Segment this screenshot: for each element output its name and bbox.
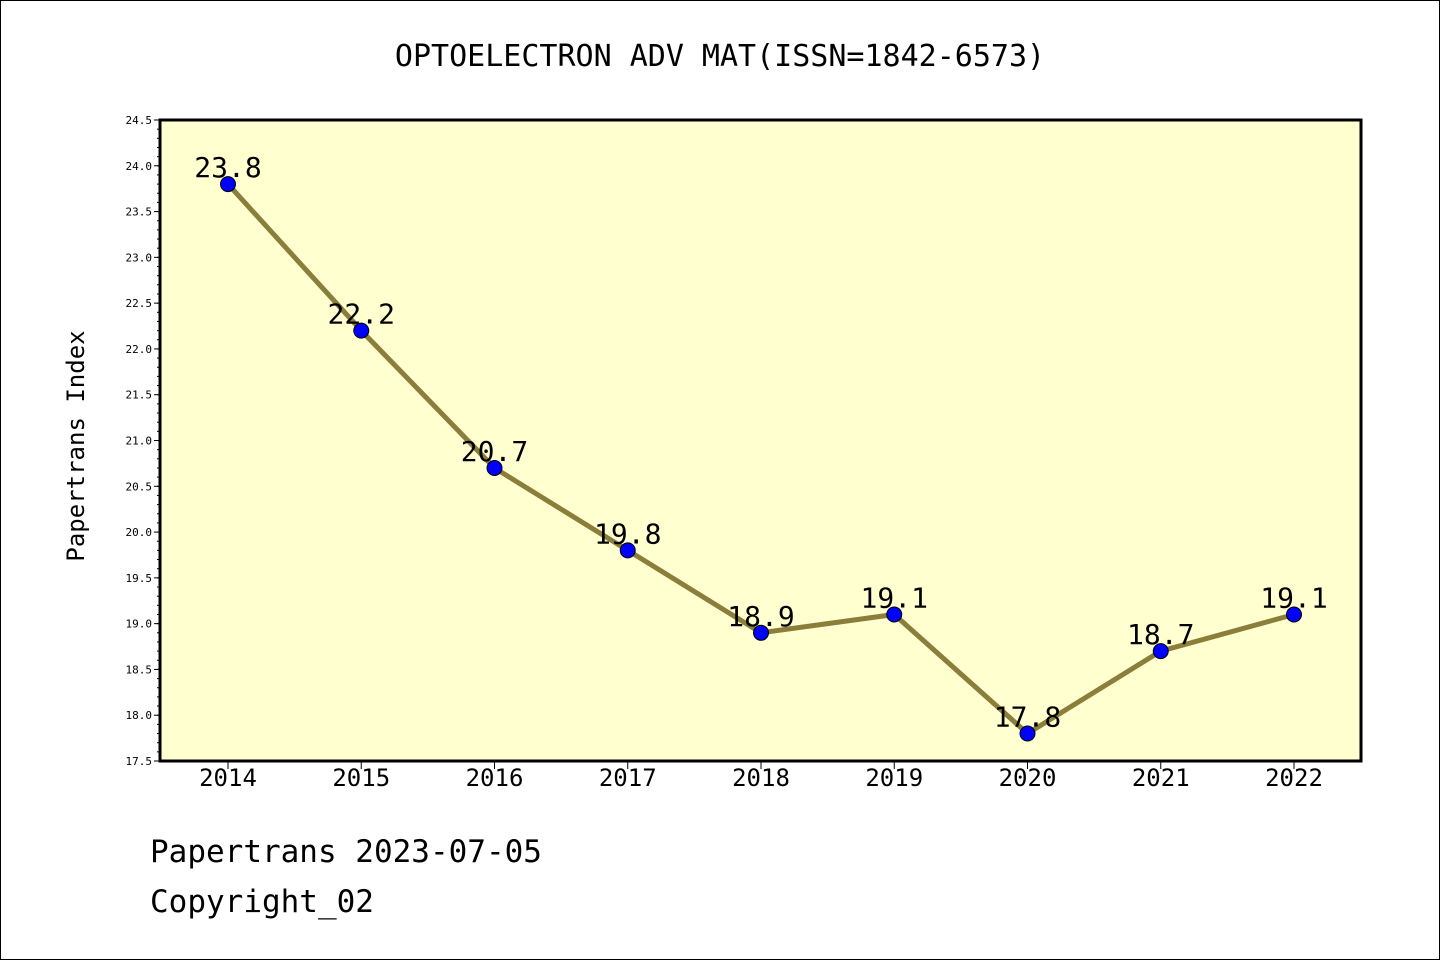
y-tick-label: 18.0 <box>126 709 153 722</box>
y-tick-label: 23.0 <box>126 251 153 264</box>
data-points <box>220 176 1302 742</box>
x-tick-label: 2014 <box>199 764 257 792</box>
x-tick-label: 2016 <box>466 764 524 792</box>
x-tick-label: 2019 <box>865 764 923 792</box>
data-point <box>220 176 236 193</box>
y-axis-label: Papertrans Index <box>62 330 90 561</box>
data-label: 20.7 <box>461 435 528 468</box>
y-tick-label: 19.5 <box>126 572 153 585</box>
data-point <box>1286 606 1302 623</box>
y-tick-label: 20.0 <box>126 526 153 539</box>
x-tick-label: 2022 <box>1265 764 1323 792</box>
x-axis: 2014 2015 2016 2017 2018 2019 2020 2021 2022 <box>199 761 1323 792</box>
data-point <box>486 459 503 476</box>
y-tick-label: 17.5 <box>126 755 153 768</box>
x-tick-label: 2018 <box>732 764 790 792</box>
y-tick-label: 22.5 <box>126 297 153 310</box>
data-point <box>353 322 370 339</box>
data-labels: 23.8 22.2 20.7 19.8 18.9 19.1 17.8 18.7 19.1 <box>194 151 1327 733</box>
plot-area <box>160 120 1361 761</box>
data-point <box>619 542 636 559</box>
data-point <box>1019 725 1036 742</box>
data-label: 19.1 <box>861 581 928 614</box>
data-point <box>753 624 769 641</box>
plot-border <box>158 118 1363 763</box>
data-label: 19.1 <box>1260 581 1327 614</box>
data-point <box>886 606 903 623</box>
data-label: 17.8 <box>994 701 1061 734</box>
data-label: 23.8 <box>194 151 261 184</box>
data-label: 18.7 <box>1127 618 1194 651</box>
y-tick-label: 21.0 <box>126 435 153 448</box>
y-tick-label: 24.5 <box>126 114 153 127</box>
y-tick-label: 20.5 <box>126 480 153 493</box>
y-tick-label: 18.5 <box>126 663 153 676</box>
x-tick-label: 2020 <box>999 764 1057 792</box>
data-point <box>1152 643 1169 660</box>
y-tick-label: 19.0 <box>126 618 153 631</box>
footer-copyright: Copyright_02 <box>150 884 374 920</box>
y-tick-label: 22.0 <box>126 343 153 356</box>
x-tick-label: 2015 <box>332 764 390 792</box>
chart-title: OPTOELECTRON ADV MAT(ISSN=1842-6573) <box>395 39 1045 74</box>
y-axis: 17.5 18.0 18.5 19.0 19.5 20.0 20.5 21.0 21.5 22.0… <box>126 114 160 768</box>
y-tick-label: 23.5 <box>126 206 153 219</box>
x-tick-label: 2021 <box>1132 764 1190 792</box>
data-label: 19.8 <box>594 517 661 550</box>
y-tick-label: 24.0 <box>126 160 153 173</box>
y-tick-label: 21.5 <box>126 389 153 402</box>
data-label: 22.2 <box>328 298 395 331</box>
footer-date: Papertrans 2023-07-05 <box>150 834 542 870</box>
data-label: 18.9 <box>727 600 794 633</box>
x-tick-label: 2017 <box>599 764 657 792</box>
